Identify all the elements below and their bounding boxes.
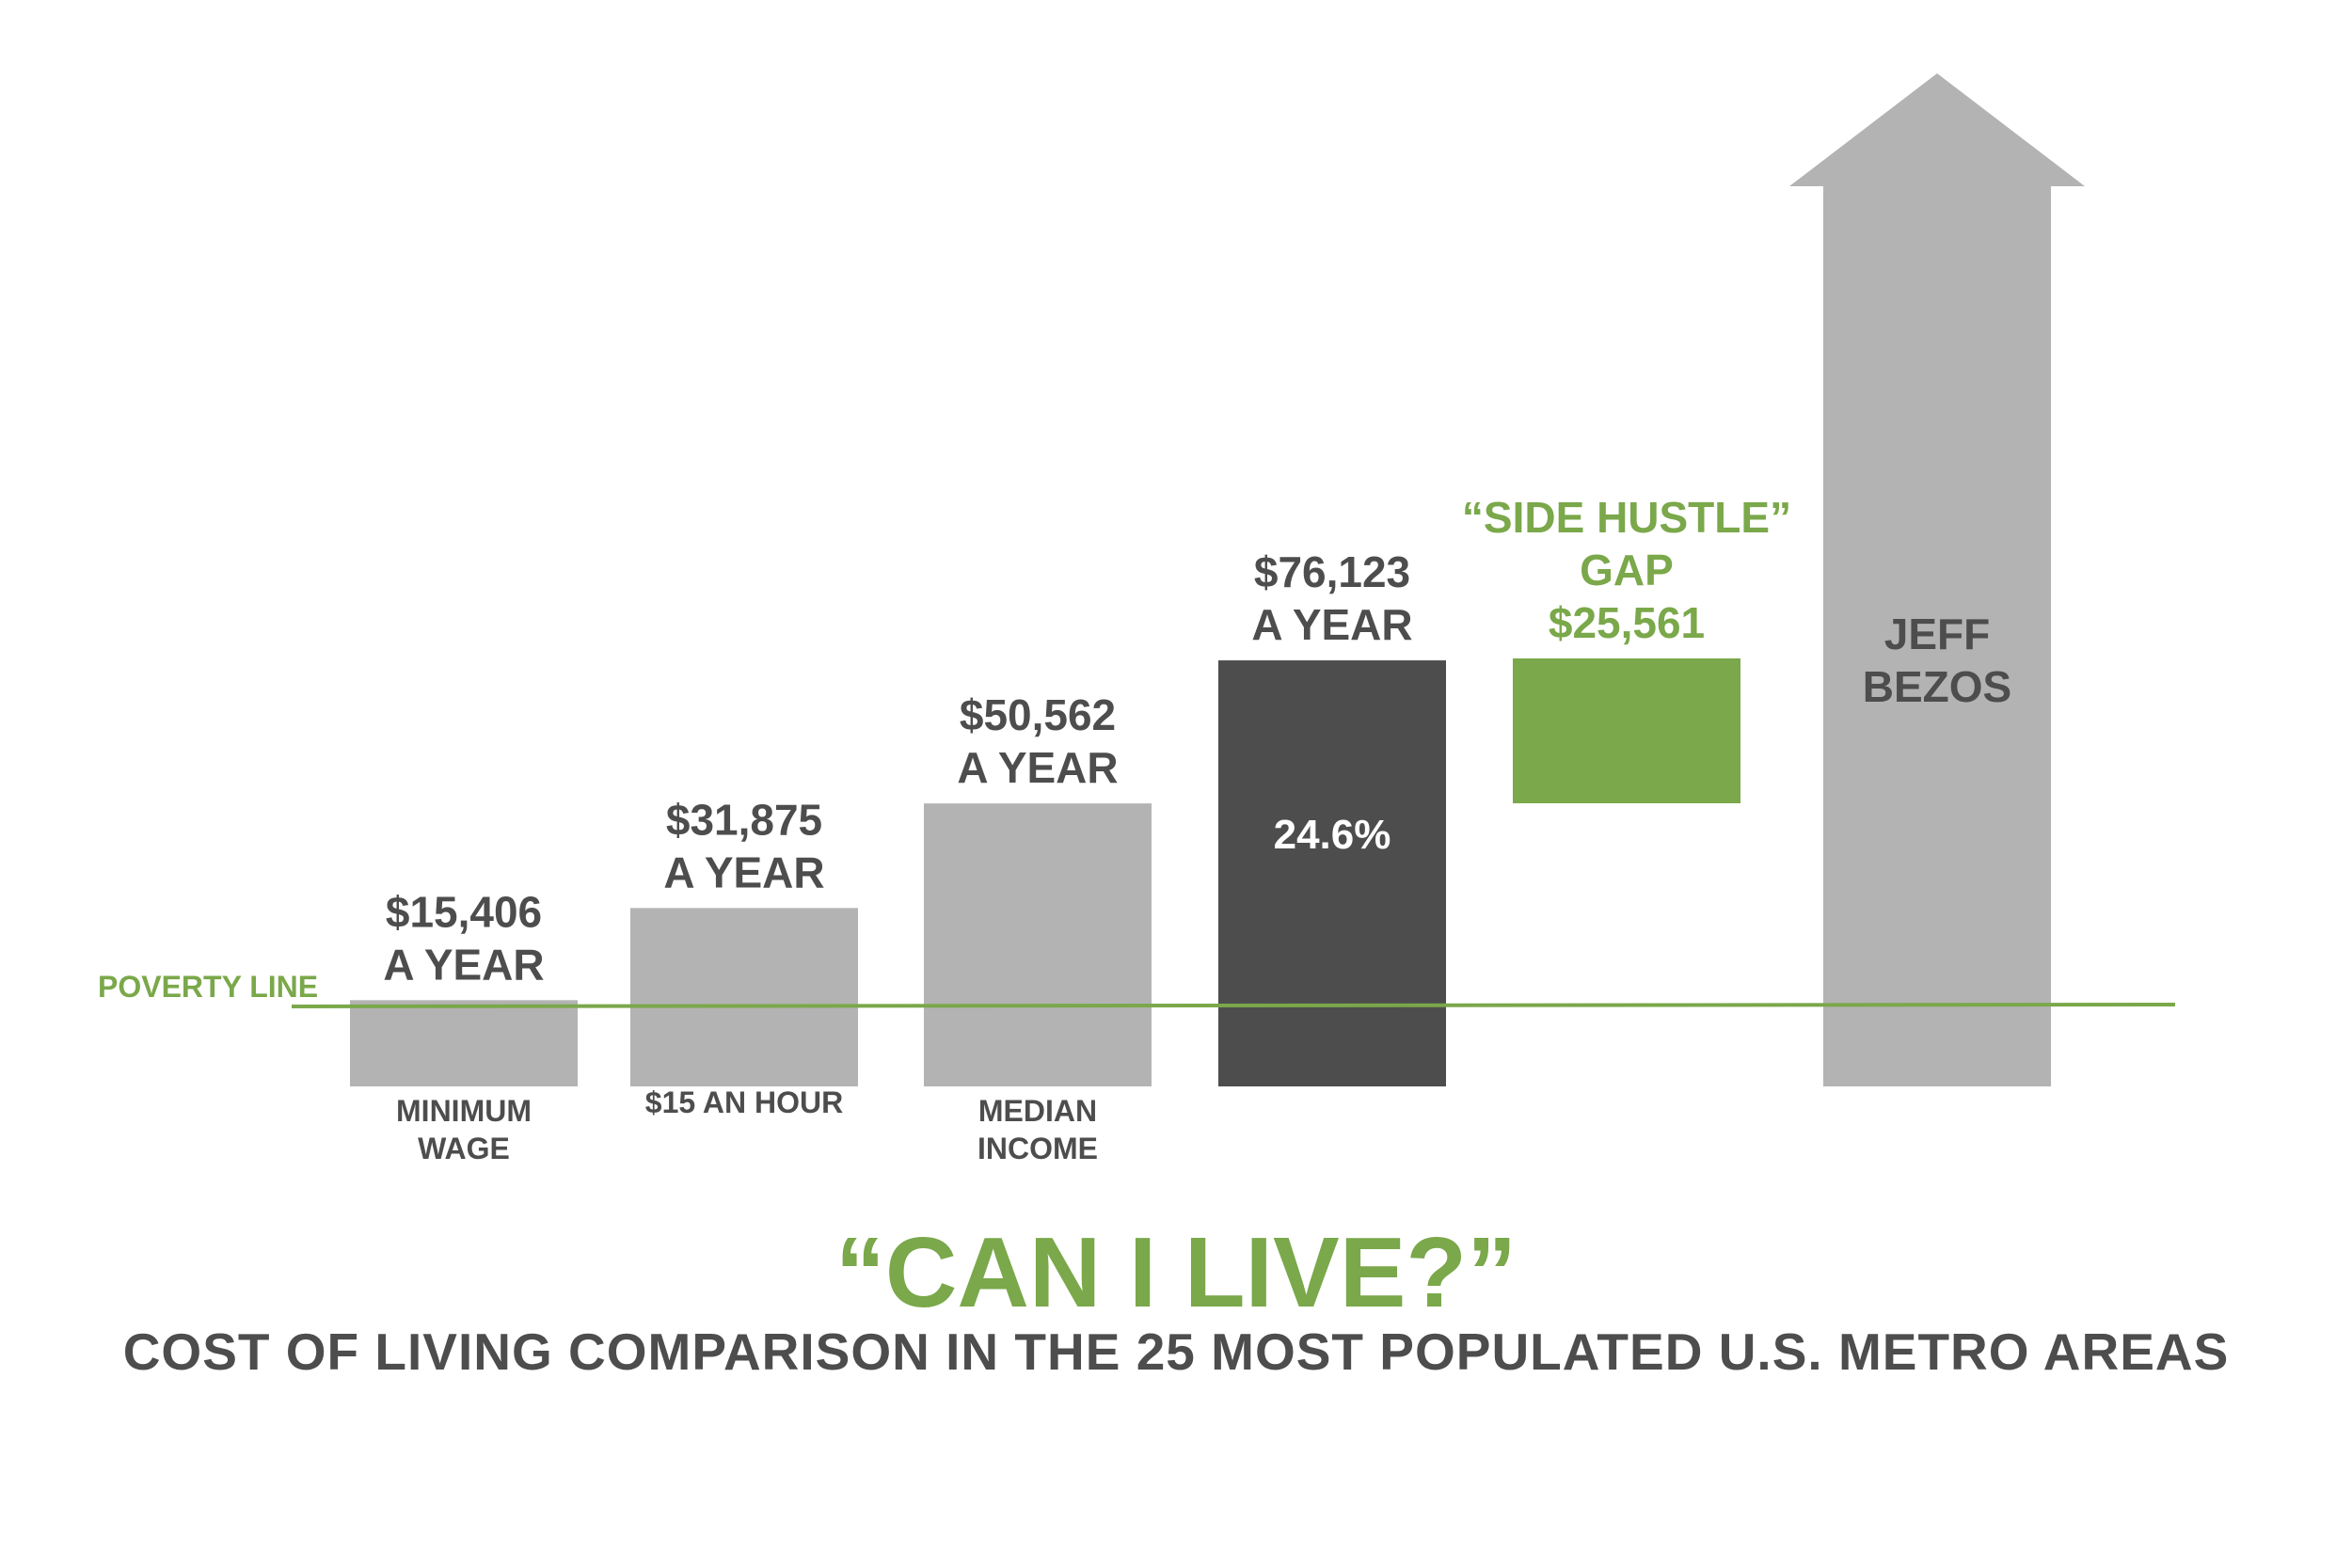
bars-layer bbox=[350, 73, 2085, 1086]
bar-minimum-wage bbox=[350, 1000, 578, 1086]
bar-side-hustle-gap-value-label: $25,561 bbox=[1549, 598, 1705, 647]
chart-subtitle: COST OF LIVING COMPARISON IN THE 25 MOST… bbox=[122, 1323, 2230, 1381]
bar-15-an-hour bbox=[630, 908, 858, 1086]
category-label-median-income: INCOME bbox=[977, 1132, 1098, 1165]
poverty-line bbox=[291, 1003, 2176, 1008]
bar-jeff-bezos-label: JEFF bbox=[1884, 610, 1990, 658]
category-label-median-income: MEDIAN bbox=[978, 1094, 1097, 1128]
bar-side-hustle-gap bbox=[1513, 658, 1740, 803]
bar-minimum-wage-value-label: $15,406 bbox=[386, 887, 542, 936]
chart-title: “CAN I LIVE?” bbox=[834, 1217, 1518, 1328]
poverty-line-label: POVERTY LINE bbox=[98, 970, 318, 1004]
category-label-15-an-hour: $15 AN HOUR bbox=[645, 1085, 843, 1119]
bar-minimum-wage-value-label: A YEAR bbox=[383, 940, 544, 989]
bar-15-an-hour-value-label: A YEAR bbox=[663, 847, 824, 896]
bar-jeff-bezos-arrow bbox=[1789, 73, 2085, 1086]
bar-median-income-value-label: A YEAR bbox=[957, 743, 1118, 792]
bar-cost-of-living-inner-label: 24.6% bbox=[1274, 812, 1391, 858]
bar-median-income bbox=[924, 803, 1152, 1086]
bar-jeff-bezos-label: BEZOS bbox=[1863, 662, 2011, 711]
bar-side-hustle-gap-value-label: “SIDE HUSTLE” bbox=[1462, 493, 1791, 542]
bar-cost-of-living bbox=[1218, 660, 1446, 1086]
category-label-minimum-wage: WAGE bbox=[418, 1132, 510, 1165]
category-label-minimum-wage: MINIMUM bbox=[396, 1094, 532, 1128]
poverty-line-layer: POVERTY LINE bbox=[98, 970, 2176, 1008]
bar-15-an-hour-value-label: $31,875 bbox=[666, 795, 822, 844]
bar-median-income-value-label: $50,562 bbox=[960, 690, 1116, 739]
bar-side-hustle-gap-value-label: GAP bbox=[1580, 546, 1674, 594]
bar-cost-of-living-value-label: $76,123 bbox=[1254, 547, 1410, 596]
bar-cost-of-living-value-label: A YEAR bbox=[1251, 600, 1412, 649]
